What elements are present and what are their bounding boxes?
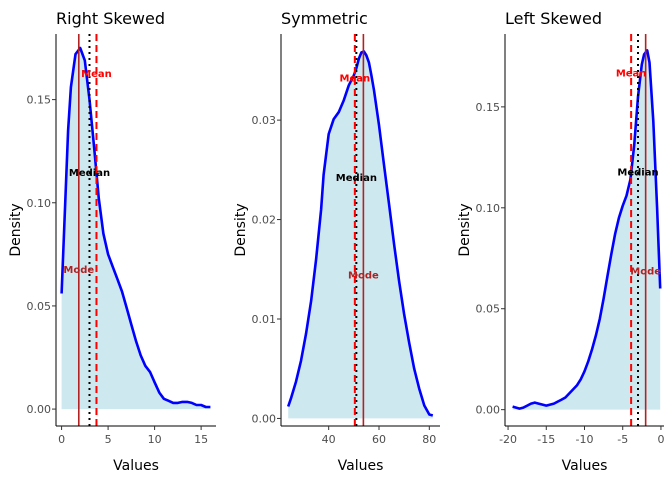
annotation-median: Median xyxy=(336,173,377,184)
panel-left-skewed: Left Skewed Values Density Mean Median Mod… xyxy=(457,9,664,474)
y-tick-label: 0.03 xyxy=(252,114,277,127)
y-axis-label: Density xyxy=(8,203,24,256)
x-axis-label: Values xyxy=(338,458,384,474)
y-tick-label: 0.05 xyxy=(27,300,52,313)
density-line xyxy=(60,46,211,409)
density-area xyxy=(512,50,661,410)
annotation-mean: Mean xyxy=(81,69,112,80)
y-tick-label: 0.00 xyxy=(252,412,277,425)
annotation-mode: Mode xyxy=(348,270,379,281)
annotation-mode: Mode xyxy=(630,266,661,277)
panel-title: Left Skewed xyxy=(505,9,602,28)
x-tick-label: 10 xyxy=(148,433,162,446)
density-line xyxy=(512,49,662,410)
x-tick-label: -15 xyxy=(537,433,555,446)
density-area xyxy=(61,48,211,410)
x-tick-label: 0 xyxy=(58,433,65,446)
x-tick-label: 80 xyxy=(422,433,436,446)
x-axis-label: Values xyxy=(113,458,159,474)
y-tick-label: 0.00 xyxy=(27,403,52,416)
y-tick-label: 0.15 xyxy=(476,101,501,114)
annotation-mode: Mode xyxy=(63,265,94,276)
y-tick-label: 0.15 xyxy=(27,94,52,107)
x-tick-label: 15 xyxy=(194,433,208,446)
y-axis-label: Density xyxy=(457,203,473,256)
panel-title: Symmetric xyxy=(281,9,368,28)
y-tick-label: 0.02 xyxy=(252,214,277,227)
density-area xyxy=(288,51,433,419)
x-tick-label: 0 xyxy=(657,433,664,446)
y-tick-label: 0.00 xyxy=(476,404,501,417)
x-tick-label: 40 xyxy=(322,433,336,446)
x-tick-label: -20 xyxy=(499,433,517,446)
y-tick-label: 0.10 xyxy=(27,197,52,210)
x-axis-label: Values xyxy=(562,458,608,474)
annotation-mean: Mean xyxy=(340,73,371,84)
x-tick-label: 60 xyxy=(372,433,386,446)
x-tick-label: 5 xyxy=(105,433,112,446)
y-tick-label: 0.01 xyxy=(252,313,277,326)
y-axis-label: Density xyxy=(233,203,249,256)
panel-symmetric: Symmetric Values Density Mean Median Mode 4… xyxy=(233,9,440,474)
panel-title: Right Skewed xyxy=(56,9,165,28)
x-tick-label: -10 xyxy=(576,433,594,446)
density-line xyxy=(286,50,434,417)
annotation-median: Median xyxy=(69,168,110,179)
y-tick-label: 0.05 xyxy=(476,303,501,316)
annotation-median: Median xyxy=(617,167,658,178)
annotation-mean: Mean xyxy=(616,69,647,80)
panel-right-skewed: Right Skewed Values Density Mean Median Mo… xyxy=(8,9,216,474)
y-tick-label: 0.10 xyxy=(476,202,501,215)
x-tick-label: -5 xyxy=(617,433,628,446)
